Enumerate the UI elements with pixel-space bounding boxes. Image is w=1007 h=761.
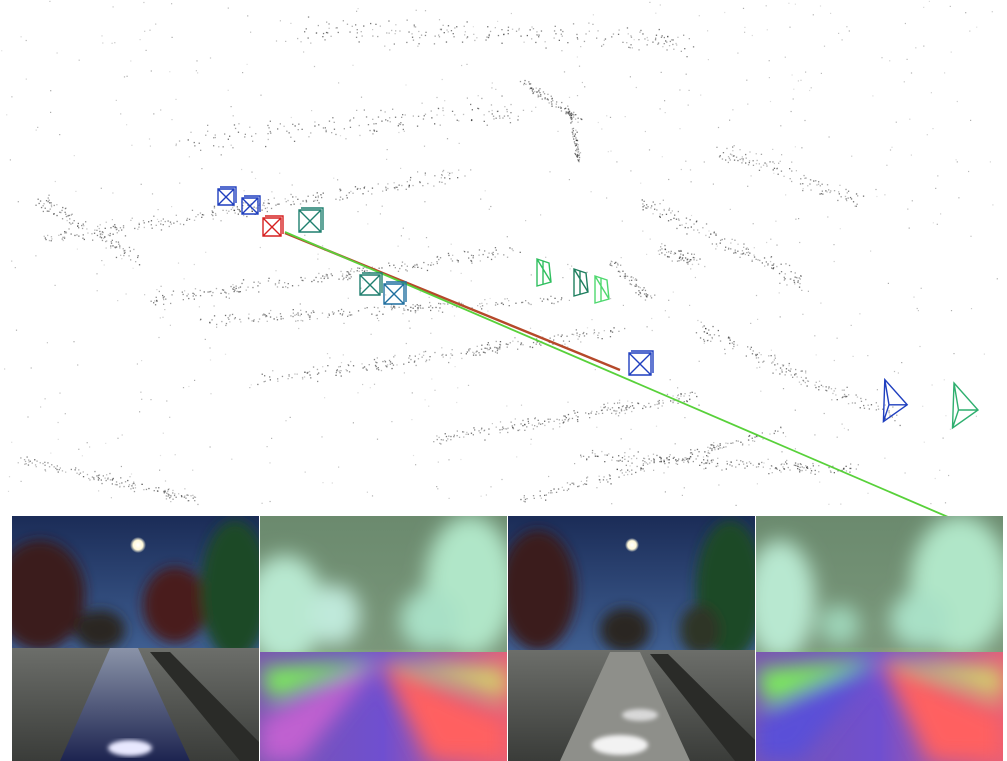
feature-map-1: [260, 516, 507, 761]
camera-frustum-1: [217, 186, 237, 206]
camera-frustum-9: [594, 275, 610, 304]
moon: [625, 538, 639, 552]
camera-frustum-2: [241, 195, 261, 215]
camera-frustum-4: [298, 207, 324, 233]
camera-frustum-6: [383, 281, 407, 305]
camera-frustum-10: [628, 350, 654, 376]
rgb-frame-1: [12, 516, 259, 761]
camera-frustum-3: [262, 215, 284, 237]
camera-poses: [217, 186, 980, 430]
rgb-frame-2: [508, 516, 755, 761]
camera-frustum-8: [573, 268, 589, 297]
camera-frustum-11: [882, 377, 909, 423]
camera-frustum-7: [536, 258, 552, 287]
feature-map-2: [756, 516, 1003, 761]
point-cloud: [1, 0, 998, 506]
camera-frustum-12: [951, 381, 980, 430]
trajectory-line: [284, 231, 949, 518]
camera-frustum-5: [359, 272, 383, 296]
moon: [130, 537, 146, 553]
